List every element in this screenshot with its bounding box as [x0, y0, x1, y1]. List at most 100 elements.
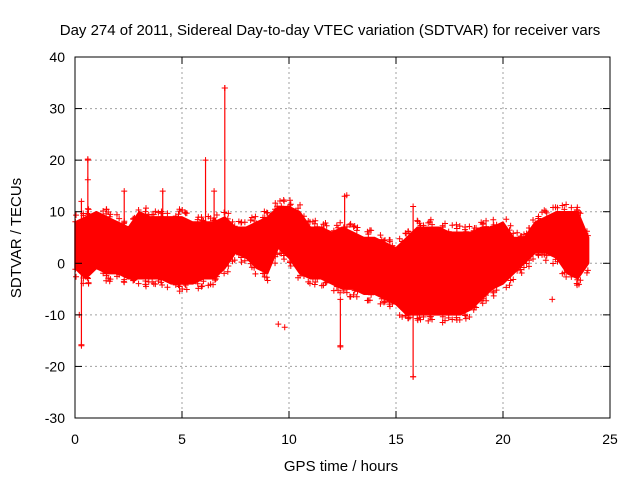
data-point: [396, 235, 403, 242]
ticks: 0 5 10 15 20 25 -30 -20 -10 0 10 20 30 40: [45, 49, 618, 447]
data-point: [575, 281, 582, 288]
data-point: [277, 250, 284, 257]
data-point: [159, 282, 166, 289]
data-point: [225, 210, 232, 217]
x-tick-label: 5: [178, 431, 186, 447]
data-point: [354, 224, 361, 231]
data-point: [526, 257, 533, 264]
data-point: [530, 256, 537, 263]
data-point: [483, 297, 490, 304]
plot-frame: [74, 56, 611, 419]
data-point: [378, 295, 385, 302]
data-layer: [72, 84, 591, 380]
data-point: [386, 299, 393, 306]
data-point: [335, 224, 342, 231]
data-point: [150, 211, 157, 218]
data-point: [287, 202, 294, 209]
data-point: [120, 278, 127, 285]
y-tick-label: 30: [49, 101, 65, 117]
data-point: [354, 288, 361, 295]
data-point: [523, 230, 530, 237]
data-point: [211, 188, 218, 195]
data-point: [107, 211, 114, 218]
data-point-outlier: [221, 84, 228, 91]
data-point: [550, 260, 557, 267]
data-point: [483, 292, 490, 299]
data-point: [563, 201, 570, 208]
data-point-outlier: [84, 156, 91, 163]
data-point: [378, 236, 385, 243]
data-point: [426, 218, 433, 225]
data-point: [172, 281, 179, 288]
data-point: [414, 218, 421, 225]
data-point: [78, 198, 85, 205]
data-point: [84, 234, 91, 241]
data-point-outlier: [78, 341, 85, 348]
data-point: [287, 259, 294, 266]
data-point: [410, 203, 417, 210]
data-point: [583, 228, 590, 235]
data-point: [130, 277, 137, 284]
data-point: [445, 228, 452, 235]
data-point: [277, 198, 284, 205]
data-point: [261, 273, 268, 280]
data-point: [559, 202, 566, 209]
data-point: [366, 227, 373, 234]
data-point: [172, 213, 179, 220]
data-point: [159, 188, 166, 195]
data-point-outlier: [410, 373, 417, 380]
data-point: [535, 215, 542, 222]
data-point: [211, 277, 218, 284]
data-point: [453, 221, 460, 228]
data-point: [574, 276, 581, 283]
data-point: [347, 220, 354, 227]
data-point: [261, 208, 268, 215]
data-point: [506, 282, 513, 289]
data-point: [116, 215, 123, 222]
data-point: [483, 223, 490, 230]
data-point: [116, 271, 123, 278]
data-band: [74, 205, 590, 316]
data-point: [295, 205, 302, 212]
data-point: [195, 285, 202, 292]
data-point: [350, 291, 357, 298]
data-point: [483, 217, 490, 224]
data-point: [238, 259, 245, 266]
data-point-outlier: [343, 192, 350, 199]
data-point: [300, 273, 307, 280]
data-point: [523, 260, 530, 267]
data-point: [221, 270, 228, 277]
y-tick-label: 40: [49, 49, 65, 65]
data-point: [247, 260, 254, 267]
data-point: [343, 289, 350, 296]
data-point: [368, 291, 375, 298]
chart-title: Day 274 of 2011, Sidereal Day-to-day VTE…: [60, 22, 600, 39]
data-point: [176, 206, 183, 213]
data-point: [510, 230, 517, 237]
data-point: [202, 157, 209, 164]
data-point: [297, 201, 304, 208]
data-point: [396, 312, 403, 319]
data-point: [503, 216, 510, 223]
data-point: [462, 315, 469, 322]
data-point: [300, 213, 307, 220]
data-point: [380, 299, 387, 306]
data-point: [182, 210, 189, 217]
data-point: [442, 317, 449, 324]
data-point: [389, 242, 396, 249]
data-point: [211, 229, 218, 236]
data-point: [543, 209, 550, 216]
data-point: [377, 300, 384, 307]
data-point: [224, 268, 231, 275]
data-point: [235, 251, 242, 258]
y-tick-label: -30: [45, 410, 65, 426]
data-point: [251, 264, 258, 271]
data-point: [248, 214, 255, 221]
data-point: [561, 206, 568, 213]
data-point: [466, 223, 473, 230]
data-point: [406, 314, 413, 321]
data-point: [247, 217, 254, 224]
data-point: [503, 284, 510, 291]
data-point: [121, 188, 128, 195]
